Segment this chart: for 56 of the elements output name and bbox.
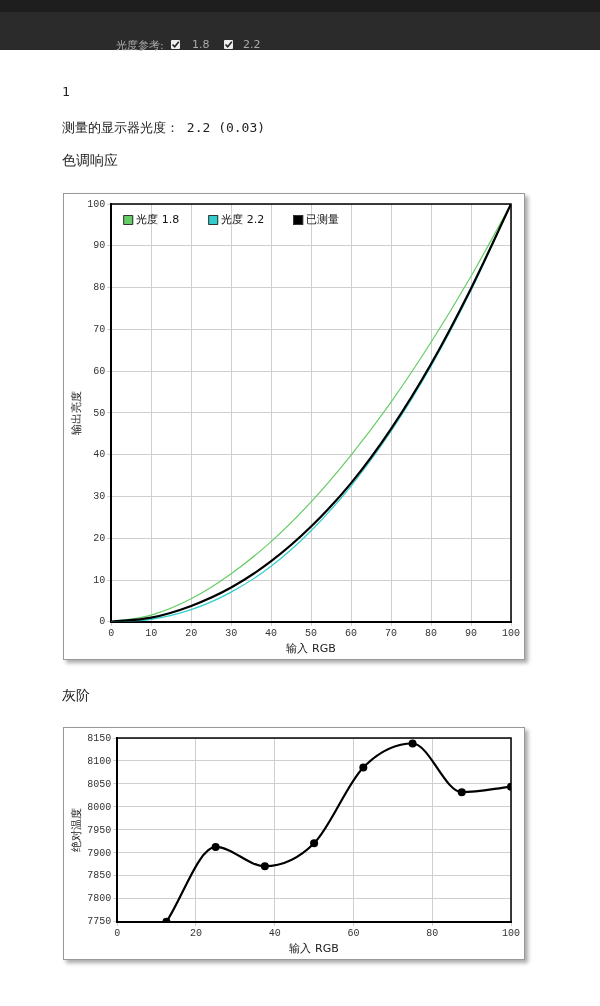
x-tick-label: 50 xyxy=(305,628,318,640)
y-tick-label: 50 xyxy=(93,407,106,419)
y-tick-label: 7950 xyxy=(87,824,112,836)
x-tick-label: 60 xyxy=(345,628,358,640)
y-tick-label: 7900 xyxy=(87,847,112,859)
point xyxy=(408,739,417,748)
y-tick-label: 8050 xyxy=(87,778,112,790)
x-tick-label: 100 xyxy=(501,928,521,940)
text: 1 xyxy=(62,84,70,99)
x-tick-label: 40 xyxy=(265,628,278,640)
y-tick-label: 80 xyxy=(93,282,106,294)
text: 光度参考: xyxy=(116,38,164,53)
y-tick-label: 20 xyxy=(93,532,106,544)
y-tick-label: 8150 xyxy=(87,732,112,744)
point xyxy=(211,842,220,851)
x-tick-label: 80 xyxy=(426,928,439,940)
y-tick-label: 100 xyxy=(87,198,106,210)
x-tick-label: 40 xyxy=(268,928,281,940)
x-tick-label: 30 xyxy=(225,628,238,640)
x-tick-label: 20 xyxy=(189,928,202,940)
text: 2.2 xyxy=(243,38,261,51)
y-tick-label: 30 xyxy=(93,491,106,503)
x-tick-label: 10 xyxy=(145,628,158,640)
legend-label: 光度 1.8 xyxy=(136,212,180,226)
y-tick-label: 7750 xyxy=(87,916,112,928)
y-tick-label: 0 xyxy=(99,616,106,628)
x-axis-title: 输入 RGB xyxy=(286,642,336,656)
text: 1.8 xyxy=(192,38,210,51)
x-tick-label: 0 xyxy=(114,928,121,940)
legend-label: 光度 2.2 xyxy=(221,212,265,226)
y-tick-label: 60 xyxy=(93,365,106,377)
y-tick-label: 70 xyxy=(93,323,106,335)
y-axis-title: 输出亮度 xyxy=(70,390,84,435)
x-tick-label: 60 xyxy=(347,928,360,940)
text: 测量的显示器光度： 2.2 (0.03) xyxy=(62,119,266,137)
y-tick-label: 8100 xyxy=(87,755,112,767)
chart-title: 灰阶 xyxy=(62,687,90,705)
y-tick-label: 90 xyxy=(93,240,106,252)
point xyxy=(359,763,368,772)
point xyxy=(260,862,269,871)
y-tick-label: 7850 xyxy=(87,870,112,882)
x-axis-title: 输入 RGB xyxy=(289,942,339,956)
x-tick-label: 100 xyxy=(501,628,521,640)
y-tick-label: 40 xyxy=(93,449,106,461)
x-tick-label: 70 xyxy=(385,628,398,640)
legend-label: 已测量 xyxy=(306,212,340,226)
y-tick-label: 7800 xyxy=(87,893,112,905)
x-tick-label: 90 xyxy=(465,628,478,640)
x-tick-label: 20 xyxy=(185,628,198,640)
point xyxy=(310,839,319,848)
point xyxy=(457,788,466,797)
x-tick-label: 80 xyxy=(425,628,438,640)
y-tick-label: 8000 xyxy=(87,801,112,813)
chart-title: 色调响应 xyxy=(62,152,118,170)
y-tick-label: 10 xyxy=(93,574,106,586)
y-axis-title: 绝对温度 xyxy=(70,807,84,852)
